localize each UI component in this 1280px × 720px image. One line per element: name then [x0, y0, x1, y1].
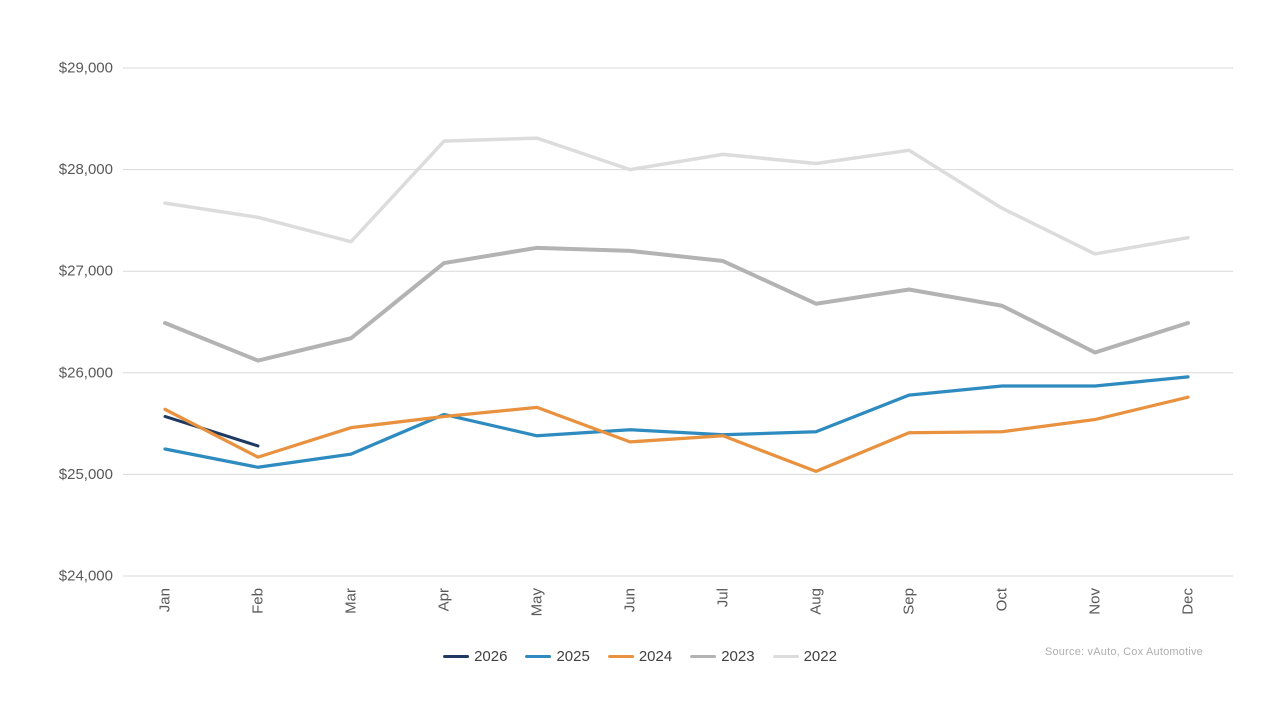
chart-legend: 2026 2025 2024 2023 2022: [443, 648, 837, 665]
x-axis-label-nov: Nov: [1087, 588, 1104, 615]
y-axis-label-25000: $25,000: [59, 466, 113, 483]
source-attribution: Source: vAuto, Cox Automotive: [1044, 646, 1203, 658]
series-line-2023: [163, 245, 1190, 363]
legend-item-2023: 2023: [690, 648, 755, 665]
x-axis-label-feb: Feb: [250, 588, 267, 614]
legend-label-2022: 2022: [803, 648, 837, 665]
x-axis-label-jan: Jan: [157, 588, 174, 612]
y-axis-label-29000: $29,000: [59, 60, 113, 77]
y-axis-label-24000: $24,000: [59, 568, 113, 585]
x-axis-label-aug: Aug: [808, 588, 825, 615]
series-line-2026: [163, 414, 260, 448]
x-axis-label-mar: Mar: [343, 588, 360, 614]
y-axis-label-28000: $28,000: [59, 161, 113, 178]
legend-label-2026: 2026: [474, 648, 508, 665]
legend-swatch-2023: [690, 655, 717, 658]
legend-swatch-2024: [607, 655, 634, 658]
x-axis-label-oct: Oct: [994, 587, 1011, 611]
legend-label-2023: 2023: [721, 648, 755, 665]
series-line-2025: [163, 375, 1190, 469]
legend-label-2024: 2024: [638, 648, 673, 665]
y-axis-label-26000: $26,000: [59, 364, 113, 381]
x-axis-label-dec: Dec: [1180, 588, 1197, 615]
legend-item-2025: 2025: [525, 648, 590, 665]
x-axis-label-jul: Jul: [715, 588, 732, 607]
series-line-2024: [163, 395, 1190, 473]
legend-item-2022: 2022: [772, 648, 837, 665]
legend-swatch-2026: [443, 655, 470, 658]
x-axis-label-sep: Sep: [901, 588, 918, 615]
y-axis-label-27000: $27,000: [59, 263, 113, 280]
x-axis-label-may: May: [529, 588, 546, 617]
legend-swatch-2025: [525, 655, 552, 658]
legend-item-2026: 2026: [443, 648, 507, 665]
legend-item-2024: 2024: [607, 648, 673, 665]
x-axis-label-apr: Apr: [436, 588, 453, 611]
legend-label-2025: 2025: [556, 648, 590, 665]
x-axis-label-jun: Jun: [622, 588, 639, 612]
series-line-2022: [163, 136, 1190, 256]
legend-swatch-2022: [772, 655, 799, 658]
